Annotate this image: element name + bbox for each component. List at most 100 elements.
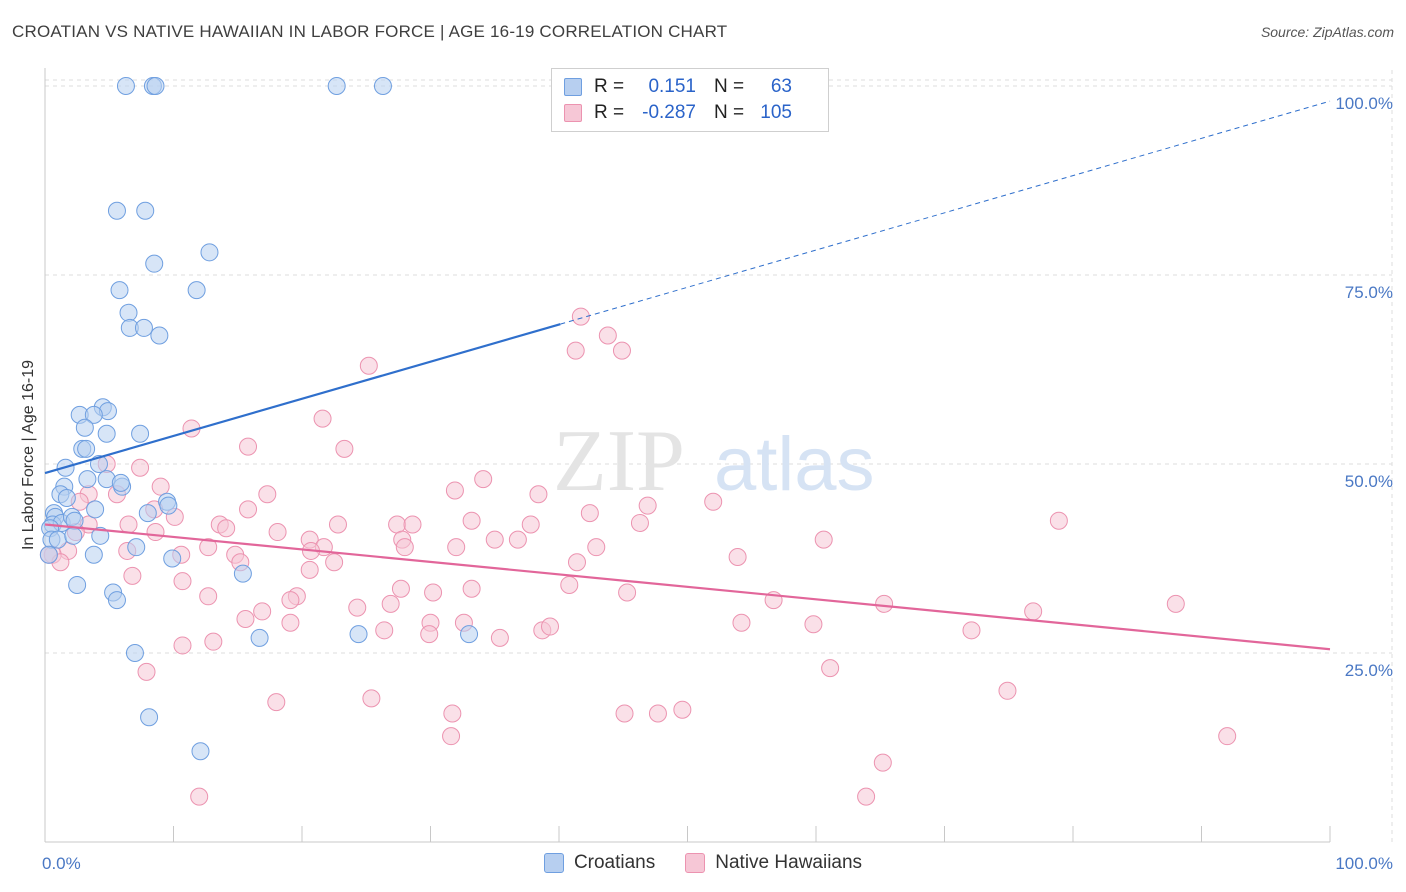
native-hawaiian-point [204, 632, 223, 651]
native-hawaiian-point [704, 492, 723, 511]
native-hawaiian-point [612, 341, 631, 360]
native-hawaiian-point [804, 615, 823, 634]
croatian-point [134, 318, 153, 337]
native-hawaiian-point [123, 566, 142, 585]
native-hawaiian-point [521, 515, 540, 534]
native-hawaiians-trend-line [44, 523, 1331, 651]
y-axis-label: In Labor Force | Age 16-19 [20, 360, 37, 550]
legend-row-croatians: R = 0.151 N = 63 [564, 74, 792, 100]
x-tick-label-min: 0.0% [42, 854, 81, 873]
native-hawaiian-point [403, 515, 422, 534]
native-hawaiian-point [875, 594, 894, 613]
croatian-point [78, 470, 97, 489]
native-hawaiian-point [348, 598, 367, 617]
native-hawaiian-point [615, 704, 634, 723]
pink-swatch [685, 853, 706, 873]
native-hawaiian-point [732, 613, 751, 632]
croatian-point [84, 545, 103, 564]
y-tick-label: 75.0% [1345, 283, 1393, 302]
legend-item-croatians[interactable]: Croatians [543, 852, 656, 874]
native-hawaiian-point [239, 437, 258, 456]
native-hawaiian-point [508, 530, 527, 549]
stats-legend: R = 0.151 N = 63 R = -0.287 N = 105 [551, 68, 829, 132]
legend-label-croatians: Croatians [573, 852, 656, 873]
native-hawaiian-point [598, 326, 617, 345]
native-hawaiian-point [962, 621, 981, 640]
y-tick-label: 50.0% [1345, 472, 1393, 491]
legend-item-native-hawaiians[interactable]: Native Hawaiians [685, 852, 862, 874]
croatian-point [349, 625, 368, 644]
croatian-point [159, 496, 178, 515]
croatian-point [327, 77, 346, 95]
native-hawaiian-point [529, 485, 548, 504]
r-value: -0.287 [642, 102, 696, 123]
croatians-trend-line [44, 323, 561, 475]
native-hawaiian-point [567, 553, 586, 572]
native-hawaiian-point [313, 409, 332, 428]
native-hawaiian-point [541, 617, 560, 636]
y-tick-label: 25.0% [1345, 661, 1393, 680]
n-value: 105 [760, 102, 792, 123]
native-hawaiian-point [566, 341, 585, 360]
croatian-point [146, 77, 165, 95]
native-hawaiian-point [1024, 602, 1043, 621]
native-hawaiian-point [1049, 511, 1068, 530]
gridlines [45, 70, 1393, 842]
croatian-point [163, 549, 182, 568]
croatian-point [39, 545, 58, 564]
native-hawaiian-point [391, 579, 410, 598]
native-hawaiian-point [268, 523, 287, 542]
native-hawaiian-point [325, 553, 344, 572]
r-label: R = [594, 76, 625, 97]
croatian-point [64, 526, 83, 545]
blue-swatch [543, 853, 564, 873]
native-hawaiian-point [857, 787, 876, 806]
native-hawaiian-point [239, 500, 258, 519]
native-hawaiian-point [146, 523, 165, 542]
croatian-point [84, 405, 103, 424]
native-hawaiian-point [1218, 727, 1237, 746]
croatian-point [131, 424, 150, 443]
native-hawaiian-point [362, 689, 381, 708]
n-value: 63 [770, 76, 792, 97]
native-hawaiian-point [258, 485, 277, 504]
croatian-point [150, 326, 169, 345]
legend-row-native-hawaiians: R = -0.287 N = 105 [564, 100, 792, 126]
native-hawaiian-point [131, 458, 150, 477]
r-label: R = [594, 102, 625, 123]
native-hawaiian-point [728, 547, 747, 566]
native-hawaiian-point [217, 519, 236, 538]
native-hawaiian-point [375, 621, 394, 640]
native-hawaiian-point [388, 515, 407, 534]
native-hawaiian-point [447, 538, 466, 557]
chart-title: CROATIAN VS NATIVE HAWAIIAN IN LABOR FOR… [12, 22, 728, 41]
native-hawaiian-point [1166, 594, 1185, 613]
native-hawaiian-point [442, 727, 461, 746]
native-hawaiian-point [648, 704, 667, 723]
native-hawaiian-point [173, 636, 192, 655]
blue-swatch [564, 78, 582, 96]
native-hawaiian-point [359, 356, 378, 375]
source-label: Source: ZipAtlas.com [1260, 24, 1394, 40]
native-hawaiian-point [474, 470, 493, 489]
native-hawaiian-point [300, 560, 319, 579]
n-label: N = [714, 76, 745, 97]
native-hawaiian-point [821, 659, 840, 678]
croatian-point [138, 504, 157, 523]
native-hawaiian-point [618, 583, 637, 602]
native-hawaiian-point [281, 591, 300, 610]
tick-labels: 25.0% 50.0% 75.0% 100.0% 0.0% 100.0% [42, 94, 1393, 873]
native-hawaiian-point [335, 439, 354, 458]
croatian-point [125, 644, 144, 662]
croatian-point [145, 254, 164, 273]
y-tick-label: 100.0% [1335, 94, 1393, 113]
native-hawaiian-point [190, 787, 209, 806]
native-hawaiian-point [485, 530, 504, 549]
native-hawaiian-point [199, 587, 218, 606]
croatian-point [200, 243, 219, 262]
native-hawaiian-point [673, 700, 692, 719]
native-hawaiian-point [630, 513, 649, 532]
series-legend: Croatians Native Hawaiians [0, 852, 1406, 874]
native-hawaiian-point [814, 530, 833, 549]
native-hawaiian-point [253, 602, 272, 621]
